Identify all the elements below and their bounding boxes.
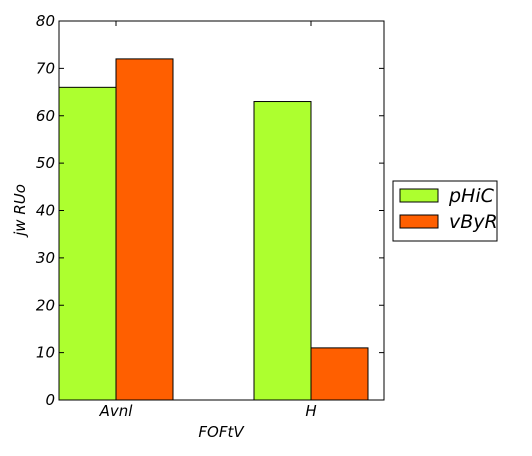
bar-vByR-Avnl — [115, 58, 174, 401]
x-axis-label: FOFtV — [198, 423, 245, 441]
legend-entries: pHiC vByR — [399, 185, 498, 233]
y-axis-label: jw RUo — [11, 184, 29, 238]
y-tick-label: 30 — [36, 249, 55, 267]
legend-swatch-pHiC — [399, 188, 439, 203]
y-tick-label: 60 — [36, 107, 55, 125]
legend-label-vByR: vByR — [449, 211, 498, 233]
y-tick-label: 10 — [36, 344, 55, 362]
y-tick-label: 50 — [36, 154, 55, 172]
legend: pHiC vByR — [392, 180, 498, 242]
bar-pHiC-Avnl — [58, 86, 117, 401]
x-tick-label: H — [305, 402, 316, 420]
x-tick-label: Avnl — [99, 402, 134, 420]
y-tick-label: 20 — [36, 296, 55, 314]
y-tick-label: 40 — [36, 202, 55, 220]
bars-layer — [58, 58, 369, 401]
bar-pHiC-H — [253, 101, 312, 401]
y-tick-label: 80 — [36, 12, 55, 30]
legend-swatch-vByR — [399, 214, 439, 229]
bar-vByR-H — [310, 347, 369, 401]
ticks-layer: 0 10 20 30 40 50 60 70 80 Avnl H — [36, 12, 384, 420]
legend-label-pHiC: pHiC — [448, 185, 495, 207]
y-tick-label: 0 — [45, 391, 55, 409]
y-tick-label: 70 — [36, 59, 55, 77]
